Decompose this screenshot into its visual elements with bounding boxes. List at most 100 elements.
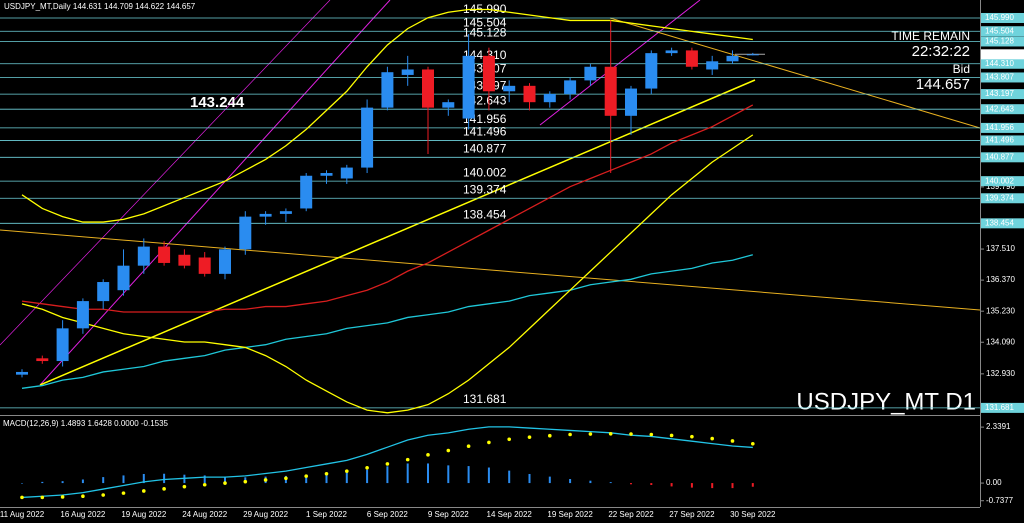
histogram-bar bbox=[751, 483, 754, 487]
signal-dot bbox=[121, 491, 126, 495]
level-box bbox=[981, 176, 1024, 187]
histogram-bar bbox=[609, 482, 612, 484]
signal-dot bbox=[304, 474, 309, 478]
signal-dot bbox=[101, 493, 105, 497]
signal-dot bbox=[629, 432, 633, 436]
bid-box bbox=[981, 49, 1024, 60]
x-tick-label: 9 Sep 2022 bbox=[428, 510, 469, 519]
level-box-label: 141.956 bbox=[985, 123, 1014, 132]
candle-body bbox=[422, 69, 434, 108]
level-box bbox=[981, 58, 1024, 69]
signal-dot bbox=[548, 433, 552, 438]
signal-dot bbox=[263, 478, 268, 482]
histogram-bar bbox=[122, 475, 125, 484]
histogram-bar bbox=[163, 473, 166, 484]
histogram-bar bbox=[305, 474, 308, 484]
signal-dot bbox=[60, 495, 65, 499]
candle-body bbox=[137, 246, 150, 266]
level-box-label: 141.496 bbox=[985, 136, 1014, 145]
histogram-bar bbox=[345, 472, 348, 484]
candle-body bbox=[746, 54, 759, 56]
x-tick-label: 22 Sep 2022 bbox=[608, 510, 654, 519]
level-box-label: 131.681 bbox=[985, 403, 1014, 412]
candle-body bbox=[158, 246, 171, 263]
signal-dot bbox=[507, 437, 512, 442]
watermark: USDJPY_MT D1 bbox=[796, 388, 976, 415]
candle-body bbox=[279, 211, 292, 214]
signal-dot bbox=[608, 431, 613, 436]
x-tick-label: 30 Sep 2022 bbox=[730, 510, 776, 519]
histogram-bar bbox=[589, 480, 592, 484]
level-box-label: 140.002 bbox=[985, 176, 1014, 185]
level-box bbox=[981, 36, 1024, 47]
candle-body bbox=[16, 371, 28, 375]
candle-body bbox=[198, 257, 211, 274]
signal-dot bbox=[751, 441, 755, 446]
trendline bbox=[609, 17, 981, 129]
candle-body bbox=[685, 50, 698, 67]
level-box bbox=[981, 104, 1024, 115]
signal-dot bbox=[243, 479, 248, 484]
level-box-label: 145.504 bbox=[985, 26, 1014, 35]
signal-dot bbox=[690, 434, 694, 439]
level-box-label: 138.454 bbox=[985, 218, 1014, 227]
annotation: Bid bbox=[953, 62, 970, 76]
histogram-bar bbox=[386, 466, 389, 484]
signal-dot bbox=[81, 494, 85, 499]
histogram-bar bbox=[81, 479, 84, 484]
histogram-bar bbox=[325, 473, 328, 484]
x-tick-label: 19 Aug 2022 bbox=[121, 510, 166, 519]
candle-body bbox=[259, 213, 272, 217]
histogram-bar bbox=[142, 473, 145, 484]
x-tick-label: 6 Sep 2022 bbox=[367, 510, 408, 519]
histogram-bar bbox=[447, 465, 450, 484]
candle-body bbox=[401, 69, 414, 75]
signal-dot bbox=[40, 495, 45, 500]
candle-body bbox=[178, 254, 191, 266]
y-tick-label: 139.790 bbox=[986, 182, 1015, 191]
candle-body bbox=[239, 216, 252, 250]
y-tick-label: 137.510 bbox=[986, 244, 1015, 253]
histogram-bar bbox=[366, 469, 369, 484]
candle-body bbox=[97, 282, 110, 302]
histogram-bar bbox=[731, 483, 734, 489]
annotation: 143.244 bbox=[190, 94, 245, 111]
candle-body bbox=[36, 358, 49, 362]
signal-dot bbox=[202, 482, 207, 487]
level-box bbox=[981, 152, 1024, 163]
level-box bbox=[981, 193, 1024, 204]
y-tick-label: 0.00 bbox=[986, 478, 1002, 487]
histogram-bar bbox=[569, 479, 572, 484]
candle-body bbox=[584, 66, 597, 81]
trendline bbox=[39, 79, 756, 386]
signal-dot bbox=[710, 436, 714, 441]
trendlines bbox=[0, 0, 981, 386]
candle-body bbox=[645, 53, 658, 89]
candle-body bbox=[706, 61, 719, 70]
signal-dot bbox=[669, 433, 674, 438]
signal-dot bbox=[568, 432, 572, 437]
level-label: 139.374 bbox=[463, 182, 507, 196]
histogram-bar bbox=[203, 475, 206, 484]
signal-dot bbox=[527, 435, 532, 439]
x-tick-label: 29 Aug 2022 bbox=[243, 510, 288, 519]
level-label: 131.681 bbox=[463, 392, 507, 406]
x-tick-label: 11 Aug 2022 bbox=[0, 510, 45, 519]
histogram-bar bbox=[21, 483, 23, 484]
signal-dot bbox=[345, 469, 349, 473]
histogram-bar bbox=[670, 483, 673, 487]
candle-body bbox=[482, 55, 495, 92]
histogram-bar bbox=[528, 473, 531, 484]
signal-dot bbox=[466, 444, 471, 449]
annotation: TIME REMAIN bbox=[891, 29, 970, 43]
signal-dot bbox=[730, 439, 735, 443]
trendline bbox=[0, 0, 331, 346]
signal-dot bbox=[487, 440, 491, 445]
level-box bbox=[981, 402, 1024, 413]
level-box-label: 145.128 bbox=[985, 37, 1014, 46]
x-tick-label: 19 Sep 2022 bbox=[547, 510, 593, 519]
signal-dot bbox=[20, 495, 24, 500]
histogram-bar bbox=[224, 477, 226, 484]
